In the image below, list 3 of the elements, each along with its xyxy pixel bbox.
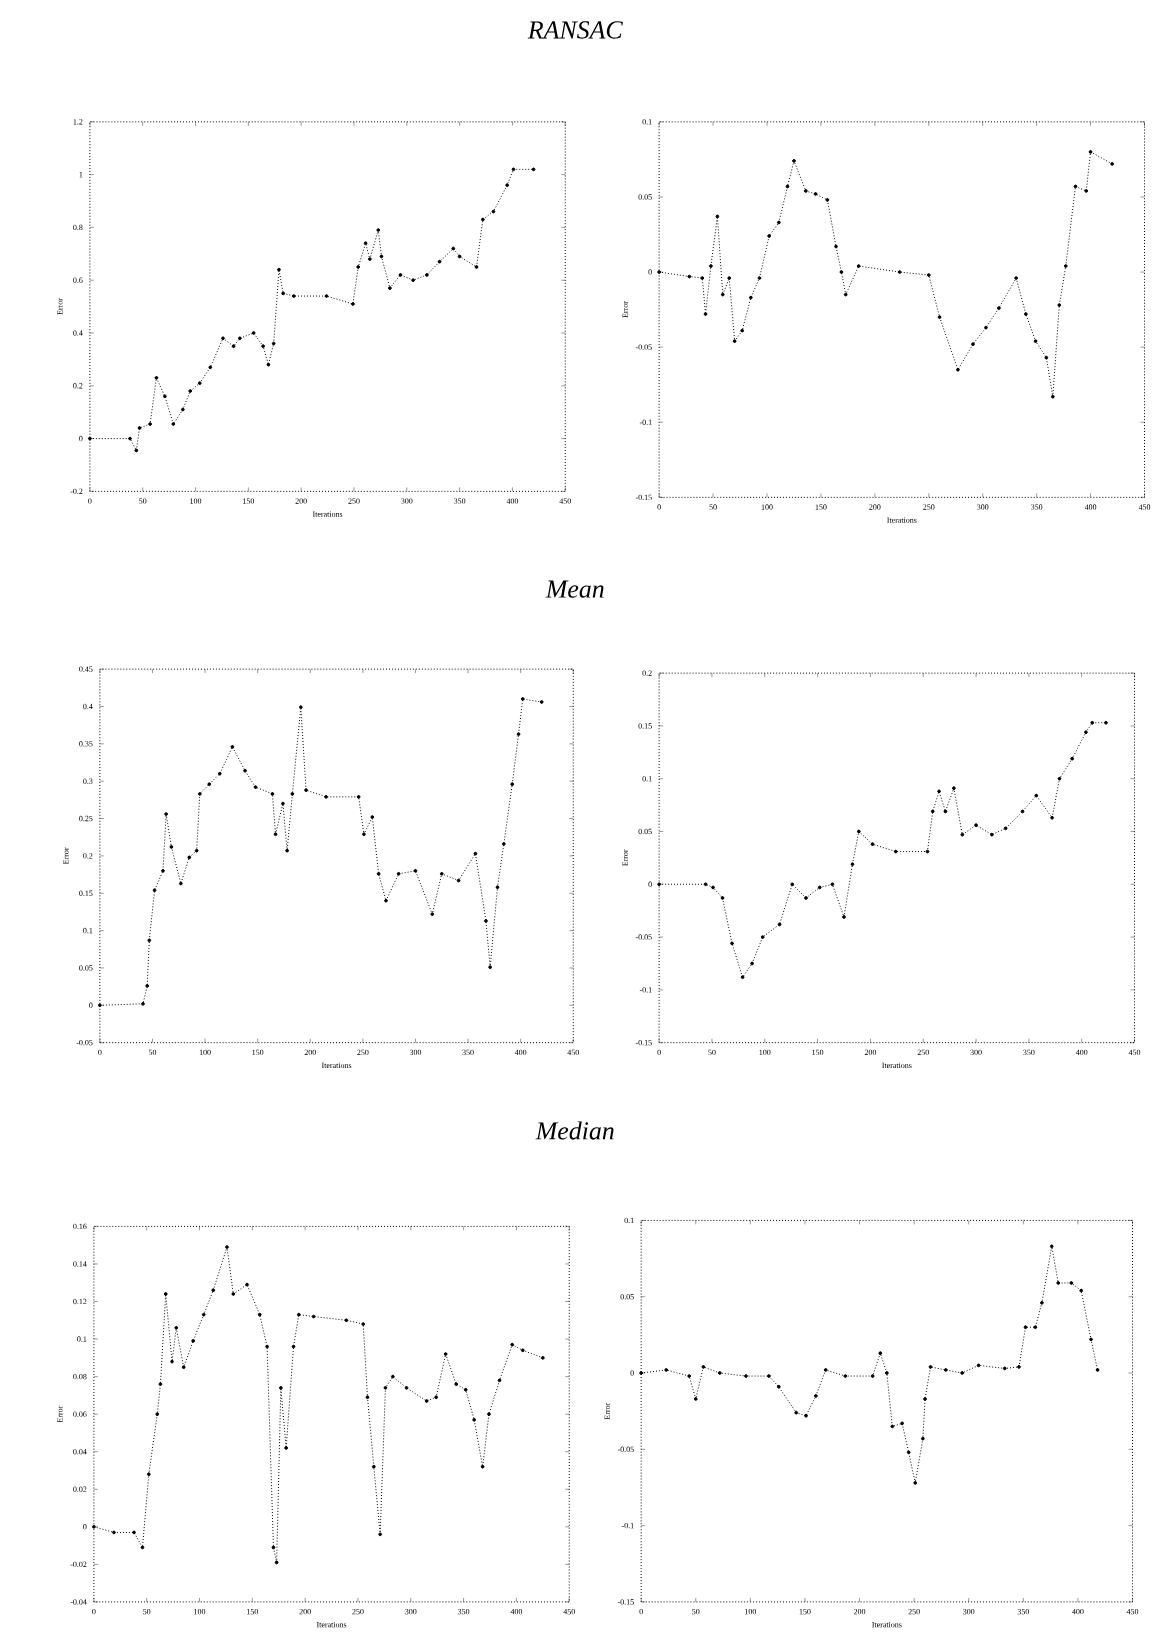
chart-title: Mean <box>545 580 605 598</box>
chart-title: RANSAC <box>528 21 624 39</box>
chart-title: Median <box>535 1121 615 1140</box>
